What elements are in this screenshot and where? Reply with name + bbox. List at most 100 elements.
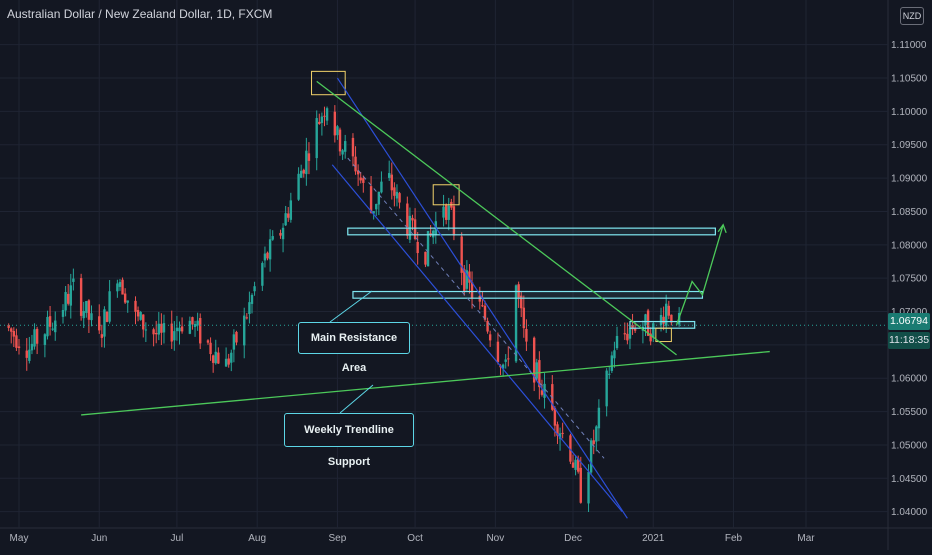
resistance-annotation[interactable]: Main Resistance Area bbox=[298, 322, 410, 374]
candle-body bbox=[320, 116, 324, 123]
candle-body bbox=[196, 320, 199, 326]
candle-body bbox=[302, 169, 305, 174]
candle-body bbox=[17, 346, 21, 349]
candle-body bbox=[157, 323, 160, 335]
support-trendline bbox=[81, 350, 770, 416]
candle-body bbox=[173, 331, 176, 341]
projection-path bbox=[675, 224, 724, 326]
candle-body bbox=[142, 314, 145, 330]
candle-body bbox=[460, 236, 463, 273]
candle-body bbox=[574, 459, 577, 470]
candle-body bbox=[54, 320, 57, 333]
candle-body bbox=[667, 305, 670, 316]
chart-title: Australian Dollar / New Zealand Dollar, … bbox=[7, 7, 273, 21]
candle-body bbox=[354, 156, 357, 172]
candle-body bbox=[206, 340, 210, 343]
candle-body bbox=[662, 316, 665, 324]
candle-body bbox=[501, 364, 505, 369]
candle-body bbox=[553, 407, 557, 426]
candle-body bbox=[214, 351, 217, 364]
candle-body bbox=[543, 383, 546, 398]
candle-body bbox=[268, 239, 272, 260]
candle-body bbox=[217, 352, 220, 364]
candle-body bbox=[87, 300, 91, 320]
candle-body bbox=[556, 424, 559, 436]
y-tick-label: 1.05000 bbox=[891, 440, 928, 451]
candle-body bbox=[235, 331, 238, 343]
candle-body bbox=[589, 440, 593, 473]
candle-body bbox=[670, 314, 673, 323]
candle-body bbox=[380, 181, 383, 193]
candle-body bbox=[69, 285, 72, 306]
candle-body bbox=[623, 333, 626, 335]
y-tick-label: 1.07000 bbox=[891, 307, 928, 318]
candle-body bbox=[406, 203, 409, 236]
candle-body bbox=[287, 213, 290, 218]
x-tick-label: Jun bbox=[91, 533, 107, 544]
y-tick-label: 1.06000 bbox=[891, 374, 928, 385]
candle-body bbox=[66, 293, 70, 304]
candle-body bbox=[343, 141, 347, 152]
candle-body bbox=[178, 327, 181, 332]
candle-body bbox=[315, 118, 318, 159]
candle-layer bbox=[7, 105, 681, 512]
candle-body bbox=[375, 204, 378, 210]
x-tick-label: Oct bbox=[407, 533, 423, 544]
candle-body bbox=[561, 432, 564, 434]
candle-body bbox=[271, 236, 274, 240]
candle-body bbox=[90, 313, 93, 321]
candle-body bbox=[51, 328, 54, 330]
channel-line bbox=[336, 77, 628, 519]
candle-body bbox=[540, 390, 544, 395]
candle-body bbox=[289, 200, 293, 220]
currency-button[interactable]: NZD bbox=[900, 7, 924, 25]
candle-body bbox=[116, 283, 119, 292]
price-axis: 1.11000 1.10500 1.10000 1.09500 1.09000 1.085… bbox=[891, 40, 928, 518]
candle-body bbox=[175, 327, 179, 332]
resistance-zone bbox=[352, 290, 704, 299]
y-tick-label: 1.10000 bbox=[891, 107, 928, 118]
candle-body bbox=[43, 334, 47, 345]
candle-body bbox=[325, 108, 329, 121]
candle-body bbox=[336, 126, 339, 136]
resistance-pointer bbox=[329, 290, 373, 323]
candle-body bbox=[121, 279, 124, 295]
candle-body bbox=[338, 129, 342, 152]
trendline-layer bbox=[0, 77, 888, 519]
candle-body bbox=[155, 333, 158, 335]
candle-body bbox=[411, 217, 414, 221]
candle-body bbox=[377, 191, 381, 205]
candle-body bbox=[85, 301, 88, 313]
candle-body bbox=[284, 213, 287, 226]
candle-body bbox=[10, 328, 13, 332]
support-annotation[interactable]: Weekly Trendline Support bbox=[284, 413, 414, 468]
channel-midline bbox=[347, 157, 605, 459]
candle-body bbox=[162, 323, 166, 333]
candle-body bbox=[426, 231, 430, 267]
candle-body bbox=[333, 111, 337, 136]
candle-body bbox=[261, 263, 264, 286]
candle-body bbox=[613, 350, 616, 359]
candle-body bbox=[188, 320, 192, 334]
candle-body bbox=[72, 278, 75, 282]
y-tick-label: 1.09000 bbox=[891, 174, 928, 185]
candle-body bbox=[615, 335, 619, 349]
candle-body bbox=[199, 318, 202, 344]
candle-body bbox=[356, 170, 360, 175]
candle-body bbox=[248, 302, 251, 315]
candle-body bbox=[243, 315, 246, 346]
x-tick-label: Aug bbox=[248, 533, 266, 544]
candle-body bbox=[48, 316, 52, 327]
candle-body bbox=[605, 370, 608, 407]
candle-body bbox=[230, 352, 233, 363]
candle-body bbox=[33, 329, 36, 347]
candle-body bbox=[587, 471, 590, 504]
candle-body bbox=[12, 330, 16, 337]
candle-body bbox=[388, 173, 391, 178]
projection-arrowhead bbox=[717, 223, 727, 234]
x-tick-label: 2021 bbox=[642, 533, 665, 544]
descending-trendline bbox=[316, 80, 677, 356]
resistance-zone bbox=[347, 227, 716, 236]
